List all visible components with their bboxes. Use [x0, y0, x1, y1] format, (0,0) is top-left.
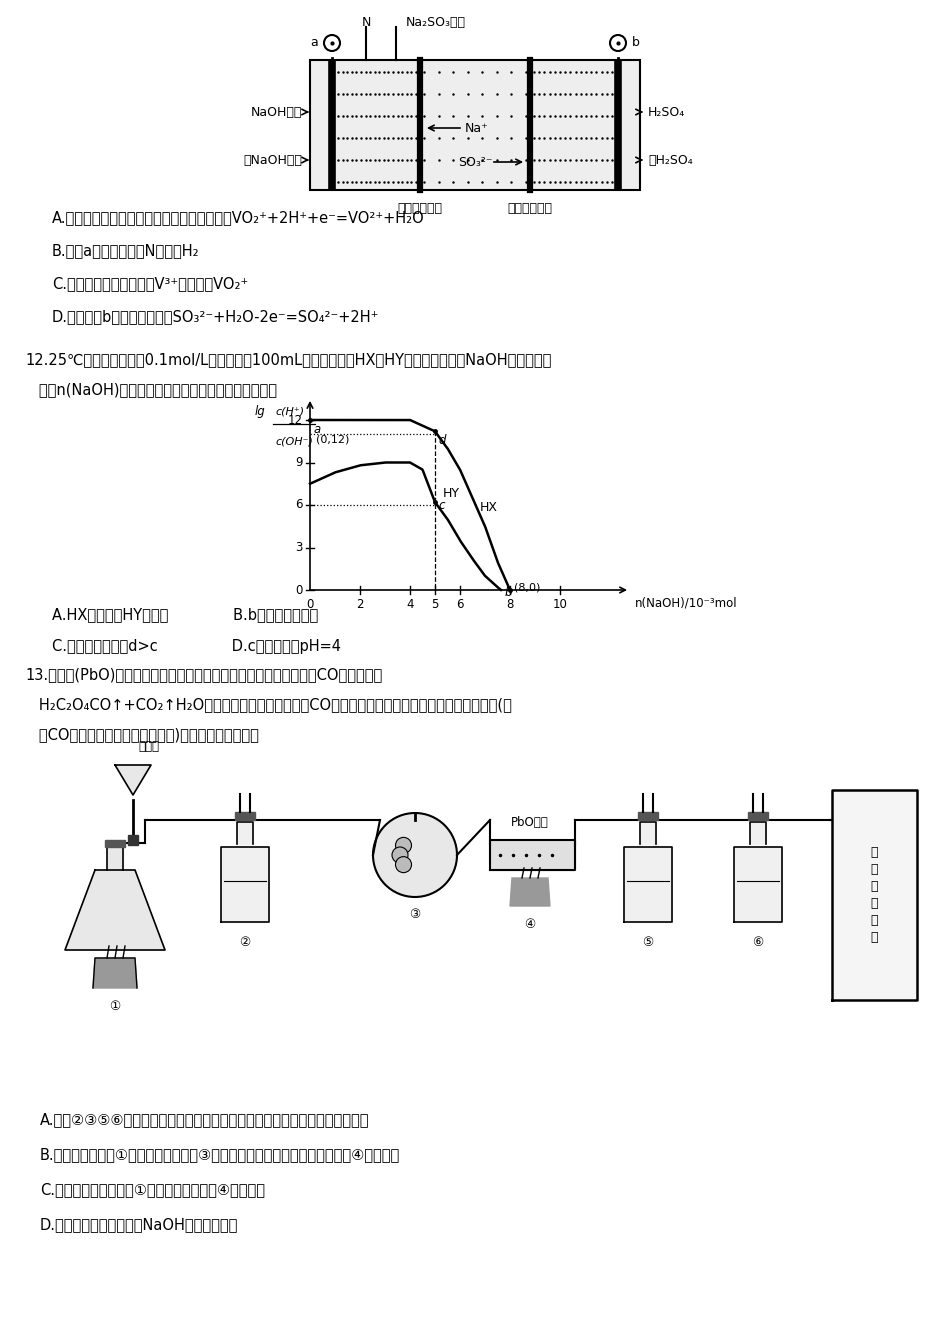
Text: C.实验完毕时，先熄灭①处酒精灯，再熄灭④处酒精灯: C.实验完毕时，先熄灭①处酒精灯，再熄灭④处酒精灯 [40, 1183, 265, 1198]
Text: ④: ④ [524, 918, 536, 930]
Polygon shape [750, 823, 766, 844]
Text: HY: HY [443, 487, 460, 500]
Text: ②: ② [239, 935, 251, 949]
Text: b: b [632, 36, 640, 50]
Text: 10: 10 [553, 598, 567, 610]
Circle shape [373, 813, 457, 896]
Text: 9: 9 [295, 456, 303, 469]
Text: A.装置②③⑤⑥中的试剂依次为氢氧化钠溶液、碱石灰、银氨溶液、澄清石灰水: A.装置②③⑤⑥中的试剂依次为氢氧化钠溶液、碱石灰、银氨溶液、澄清石灰水 [40, 1113, 370, 1128]
Text: Na⁺: Na⁺ [466, 121, 489, 134]
Text: A.HX为强酸，HY为弱酸              B.b点时溶液呈中性: A.HX为强酸，HY为弱酸 B.b点时溶液呈中性 [52, 607, 318, 622]
Polygon shape [310, 60, 640, 190]
Polygon shape [490, 840, 575, 870]
Circle shape [395, 837, 411, 853]
Polygon shape [638, 812, 658, 820]
Text: N: N [361, 16, 370, 28]
Polygon shape [128, 835, 138, 845]
Text: PbO粉末: PbO粉末 [511, 816, 549, 828]
Text: ①: ① [109, 1000, 121, 1012]
Circle shape [610, 35, 626, 51]
Text: 6: 6 [456, 598, 464, 610]
Text: D.电解时，b电极的反应式为SO₃²⁻+H₂O-2e⁻=SO₄²⁻+2H⁺: D.电解时，b电极的反应式为SO₃²⁻+H₂O-2e⁻=SO₄²⁻+2H⁺ [52, 309, 379, 324]
Polygon shape [65, 870, 165, 950]
Text: lg: lg [255, 406, 266, 418]
Text: a: a [311, 36, 318, 50]
Text: 知CO通入银氨溶液产生黑色银粒)。下列说法正确的是: 知CO通入银氨溶液产生黑色银粒)。下列说法正确的是 [25, 727, 258, 742]
Text: B.实验时，先点燃①处酒精灯，等装置③中有明显现象且有连续气泡后再点燃④处酒精灯: B.实验时，先点燃①处酒精灯，等装置③中有明显现象且有连续气泡后再点燃④处酒精灯 [40, 1148, 400, 1163]
Text: c: c [439, 499, 446, 512]
Text: n(NaOH)/10⁻³mol: n(NaOH)/10⁻³mol [635, 597, 737, 609]
Circle shape [392, 847, 408, 863]
Text: 0: 0 [295, 583, 303, 597]
Text: a: a [314, 423, 321, 435]
Text: Na₂SO₃溶液: Na₂SO₃溶液 [406, 16, 466, 28]
Text: c(H⁺): c(H⁺) [275, 407, 304, 417]
Polygon shape [105, 840, 125, 847]
Text: SO₃²⁻: SO₃²⁻ [458, 156, 492, 168]
Polygon shape [832, 790, 917, 1000]
Polygon shape [510, 878, 550, 906]
Text: b: b [505, 586, 512, 599]
Polygon shape [221, 847, 269, 922]
Text: 12: 12 [288, 414, 303, 426]
Polygon shape [748, 812, 768, 820]
Text: 稀NaOH溶液: 稀NaOH溶液 [243, 153, 302, 167]
Polygon shape [734, 847, 782, 922]
Polygon shape [624, 847, 672, 922]
Text: 阳离子交换膜: 阳离子交换膜 [397, 202, 443, 215]
Text: 浓硫酸: 浓硫酸 [138, 741, 159, 754]
Text: H₂C₂O₄CO↑+CO₂↑H₂O。某学习小组设计实验探究CO还原氧化铅并检验氧化产物的装置如图所示(已: H₂C₂O₄CO↑+CO₂↑H₂O。某学习小组设计实验探究CO还原氧化铅并检验氧… [25, 698, 512, 712]
Polygon shape [115, 765, 151, 796]
Text: ③: ③ [409, 909, 421, 922]
Polygon shape [237, 823, 253, 844]
Text: C.全钒液流电池充电时，V³⁺被氧化为VO₂⁺: C.全钒液流电池充电时，V³⁺被氧化为VO₂⁺ [52, 277, 248, 292]
Polygon shape [640, 823, 656, 844]
Text: 3: 3 [295, 542, 303, 554]
Circle shape [395, 856, 411, 872]
Text: D.尾气处理装置可选用盛NaOH溶液的洗气瓶: D.尾气处理装置可选用盛NaOH溶液的洗气瓶 [40, 1218, 238, 1232]
Text: NaOH溶液: NaOH溶液 [251, 105, 302, 118]
Text: C.水的电离程度：d>c                D.c点时溶液的pH=4: C.水的电离程度：d>c D.c点时溶液的pH=4 [52, 640, 341, 655]
Polygon shape [93, 958, 137, 988]
Text: B.图中a电极为阴极，N物质是H₂: B.图中a电极为阴极，N物质是H₂ [52, 243, 200, 258]
Text: ⑥: ⑥ [752, 935, 764, 949]
Text: 5: 5 [431, 598, 439, 610]
Text: 4: 4 [407, 598, 414, 610]
Text: 2: 2 [356, 598, 364, 610]
Polygon shape [235, 812, 255, 820]
Text: HX: HX [480, 500, 498, 513]
Polygon shape [107, 845, 123, 870]
Text: A.全钒液流电池放电时，正极的电极反应式为VO₂⁺+2H⁺+e⁻=VO²⁺+H₂O: A.全钒液流电池放电时，正极的电极反应式为VO₂⁺+2H⁺+e⁻=VO²⁺+H₂… [52, 211, 425, 226]
Text: 13.氧化铅(PbO)是黄色固体。实验室用草酸在浓硫酸作用下分解制备CO，其原理为: 13.氧化铅(PbO)是黄色固体。实验室用草酸在浓硫酸作用下分解制备CO，其原理… [25, 668, 382, 683]
Circle shape [324, 35, 340, 51]
Text: H₂SO₄: H₂SO₄ [648, 105, 685, 118]
Text: c(OH⁻): c(OH⁻) [275, 435, 313, 446]
Text: ⑤: ⑤ [642, 935, 654, 949]
Text: 12.25℃时，向浓度均为0.1mol/L、体积均为100mL的两种一元酸HX、HY溶液中分别加入NaOH固体，溶液: 12.25℃时，向浓度均为0.1mol/L、体积均为100mL的两种一元酸HX、… [25, 352, 551, 367]
Text: 稀H₂SO₄: 稀H₂SO₄ [648, 153, 693, 167]
Text: 8: 8 [506, 598, 514, 610]
Text: 6: 6 [295, 499, 303, 512]
Text: 阴离子交换膜: 阴离子交换膜 [507, 202, 553, 215]
Text: 中随n(NaOH)的变化如下图所示。下列说法不正确的是: 中随n(NaOH)的变化如下图所示。下列说法不正确的是 [25, 383, 277, 398]
Text: (8,0): (8,0) [514, 582, 541, 591]
Text: (0,12): (0,12) [316, 435, 350, 445]
Text: 0: 0 [306, 598, 314, 610]
Text: 尾
气
处
理
装
置: 尾 气 处 理 装 置 [871, 845, 878, 943]
Text: d: d [439, 434, 446, 448]
